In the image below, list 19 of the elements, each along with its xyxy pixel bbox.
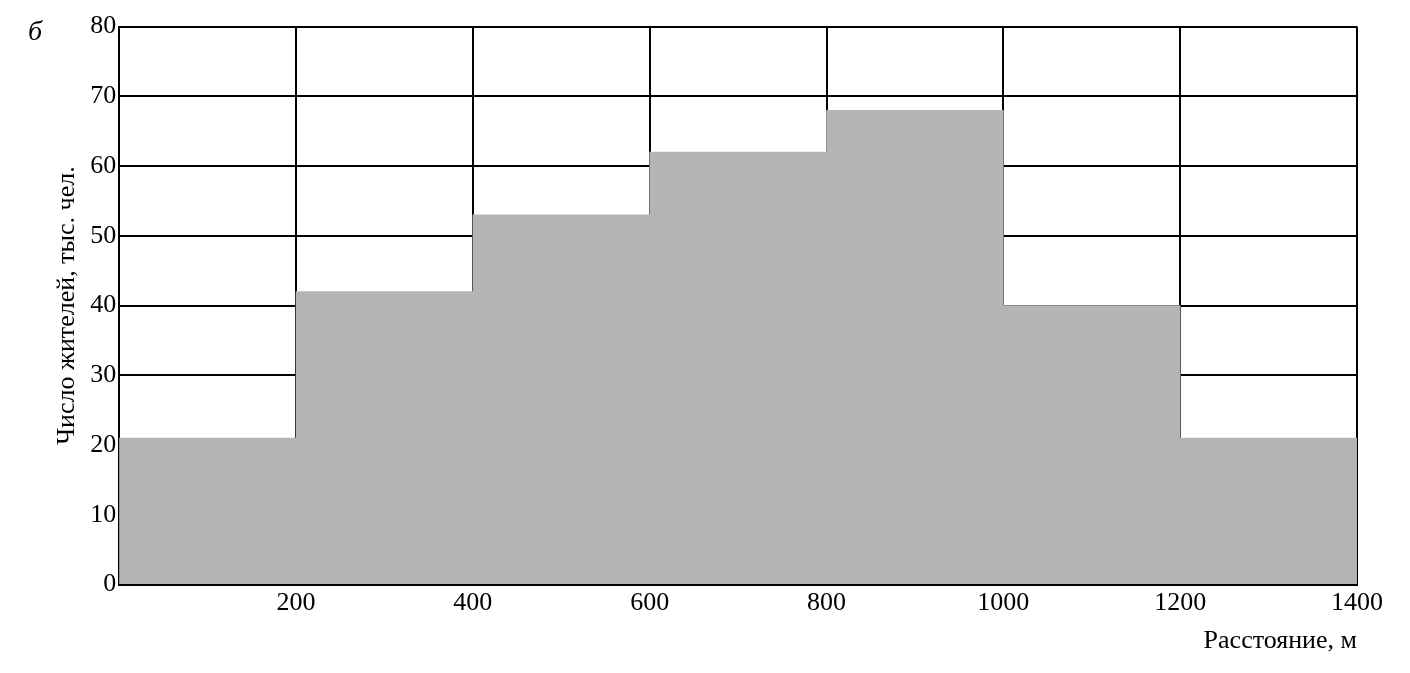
- y-tick-label: 30: [90, 359, 117, 389]
- y-tick-label: 20: [90, 428, 117, 458]
- y-tick-label: 70: [90, 80, 117, 110]
- y-tick-label: 50: [90, 219, 117, 249]
- y-tick-label: 10: [90, 498, 117, 528]
- text: б: [28, 15, 43, 46]
- y-tick-label: 40: [90, 289, 117, 319]
- x-tick-label: 800: [807, 587, 847, 617]
- x-axis-title: Расстояние, м: [1203, 625, 1357, 655]
- x-tick-label: 1400: [1331, 587, 1383, 617]
- x-tick-label: 400: [453, 587, 493, 617]
- x-tick-label: 200: [276, 587, 316, 617]
- x-tick-label: 1000: [977, 587, 1030, 617]
- y-tick-label: 60: [90, 149, 117, 179]
- x-tick-label: 600: [630, 587, 670, 617]
- y-axis-title: Число жителей, тыс. чел.: [51, 166, 81, 445]
- y-tick-label: 80: [90, 10, 117, 40]
- y-tick-label: 0: [103, 568, 117, 598]
- x-tick-label: 1200: [1154, 587, 1207, 617]
